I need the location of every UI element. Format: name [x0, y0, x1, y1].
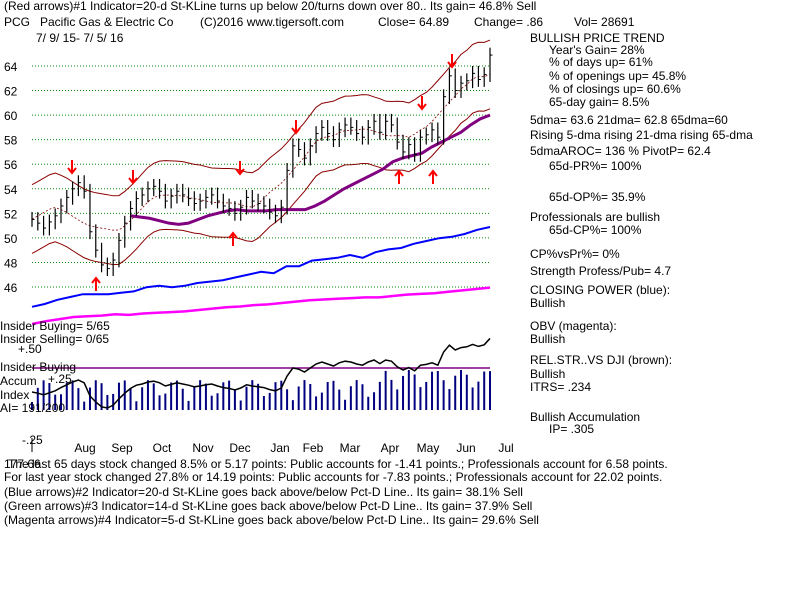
- ai-value: AI= 191/200: [0, 401, 66, 415]
- footer-overlap: 177.66: [4, 457, 41, 471]
- relstr-line: [31, 337, 491, 409]
- month-label-jan: Jan: [270, 441, 289, 455]
- op-pct: 65d-OP%= 35.9%: [549, 190, 646, 204]
- pct-closings-up: % of closings up= 60.6%: [549, 82, 681, 96]
- professionals-status: Professionals are bullish: [530, 210, 661, 224]
- accumulation-status: Bullish Accumulation: [530, 410, 641, 424]
- ticker: PCG: [4, 15, 31, 29]
- buy-arrow-head: [228, 231, 238, 239]
- insider-buying: Insider Buying= 5/65: [0, 319, 110, 333]
- closing-power-status: Bullish: [530, 296, 566, 310]
- date-range: 7/ 9/ 15- 7/ 5/ 16: [36, 31, 124, 45]
- moving-average: [129, 113, 491, 226]
- copyright: (C)2016 www.tigersoft.com: [200, 15, 345, 29]
- obv-status: Bullish: [530, 332, 566, 346]
- month-label-nov: Nov: [192, 441, 213, 455]
- closing-power-line: [31, 226, 491, 308]
- dma-values: 5dma= 63.6 21dma= 62.8 65dma=60: [530, 113, 728, 127]
- indicator-line-1: (Red arrows)#1 Indicator=20-d St-KLine t…: [4, 0, 537, 13]
- aroc-pivot: 5dmaAROC= 136 % PivotP= 62.4: [530, 144, 711, 158]
- change-value: Change= .86: [474, 15, 544, 29]
- closing-power-label: CLOSING POWER (blue):: [530, 283, 671, 297]
- buy-arrow-head: [428, 169, 438, 177]
- month-label-dec: Dec: [229, 441, 250, 455]
- y-tick-64: 64: [4, 60, 18, 74]
- y-tick-50: 50: [4, 232, 18, 246]
- y-tick-54: 54: [4, 183, 18, 197]
- sell-arrow-head: [291, 127, 301, 135]
- pct-openings-up: % of openings up= 45.8%: [549, 69, 687, 83]
- y-axis-ticks: 46 48 50 52 54 56 58 60 62 64: [4, 60, 18, 295]
- obv-label: OBV (magenta):: [530, 319, 617, 333]
- month-label-sep: Sep: [111, 441, 133, 455]
- close-value: Close= 64.89: [378, 15, 450, 29]
- pct-days-up: % of days up= 61%: [549, 55, 653, 69]
- pr-pct: 65d-PR%= 100%: [549, 159, 642, 173]
- month-label-aug: Aug: [74, 441, 95, 455]
- month-label-feb: Feb: [303, 441, 324, 455]
- sell-arrow-head: [447, 61, 457, 69]
- label-plus-50: +.50: [18, 342, 42, 356]
- y-tick-58: 58: [4, 134, 18, 148]
- company-name: Pacific Gas & Electric Co: [40, 15, 174, 29]
- y-tick-46: 46: [4, 281, 18, 295]
- obv-line: [31, 286, 491, 326]
- years-gain: Year's Gain= 28%: [549, 43, 645, 57]
- lower-band: [31, 108, 491, 266]
- month-label-apr: Apr: [381, 441, 400, 455]
- buy-arrow-head: [394, 169, 404, 177]
- month-label-jul: Jul: [498, 441, 513, 455]
- rising-dma: Rising 5-dma rising 21-dma rising 65-dma: [530, 128, 753, 142]
- cp-pct: 65d-CP%= 100%: [549, 223, 642, 237]
- insider-buying-2: Insider Buying: [0, 360, 77, 374]
- mid-band: [31, 74, 491, 231]
- y-tick-52: 52: [4, 207, 18, 221]
- strength: Strength Profess/Pub= 4.7: [530, 264, 672, 278]
- sell-arrow-head: [417, 103, 427, 111]
- month-label-mar: Mar: [340, 441, 361, 455]
- month-label-jun: Jun: [456, 441, 475, 455]
- relstr-label: REL.STR..VS DJI (brown):: [530, 353, 673, 367]
- footer-line-2: (Blue arrows)#2 Indicator=20-d St-KLine …: [4, 485, 523, 499]
- sell-arrow-head: [235, 168, 245, 176]
- upper-band: [31, 39, 491, 197]
- ip-value: IP= .305: [549, 422, 595, 436]
- sell-arrow-head: [67, 167, 77, 175]
- label-minus-25: -.25: [22, 433, 43, 447]
- relstr-status: Bullish: [530, 367, 566, 381]
- volume-value: Vol= 28691: [574, 15, 635, 29]
- footer-line-4: (Magenta arrows)#4 Indicator=5-d St-KLin…: [4, 513, 539, 527]
- month-label-may: May: [417, 441, 440, 455]
- bollinger-bands: [31, 39, 491, 266]
- index-label: Index: [0, 388, 30, 402]
- label-plus-25: +.25: [48, 372, 72, 386]
- cp-vs-pr: CP%vsPr%= 0%: [530, 247, 620, 261]
- footer-line-3: (Green arrows)#3 Indicator=14-d St-KLine…: [4, 499, 533, 513]
- month-label-oct: Oct: [153, 441, 172, 455]
- sell-arrow-head: [128, 177, 138, 185]
- y-tick-60: 60: [4, 109, 18, 123]
- gridlines: [32, 65, 490, 288]
- insider-selling: Insider Selling= 0/65: [0, 332, 110, 346]
- y-tick-62: 62: [4, 85, 18, 99]
- trend-title: BULLISH PRICE TREND: [530, 31, 665, 45]
- y-tick-56: 56: [4, 158, 18, 172]
- closing-power-line: [31, 226, 491, 308]
- accum-label: Accum: [0, 374, 37, 388]
- x-axis-months: Aug Sep Oct Nov Dec Jan Feb Mar Apr May Jun Jul: [74, 441, 513, 455]
- itrs: ITRS= .234: [530, 380, 592, 394]
- ma65-line: [129, 113, 491, 226]
- signal-arrows: [67, 54, 457, 291]
- buy-arrow-head: [91, 276, 101, 284]
- footer-line-1: For last year stock changed 27.8% or 14.…: [4, 470, 663, 484]
- price-bars: [31, 47, 493, 276]
- obv-line: [31, 286, 491, 326]
- gain-65day: 65-day gain= 8.5%: [549, 95, 650, 109]
- footer-line-0: The last 65 days stock changed 8.5% or 5…: [8, 457, 668, 471]
- indicator-panel: [31, 337, 491, 452]
- y-tick-48: 48: [4, 256, 18, 270]
